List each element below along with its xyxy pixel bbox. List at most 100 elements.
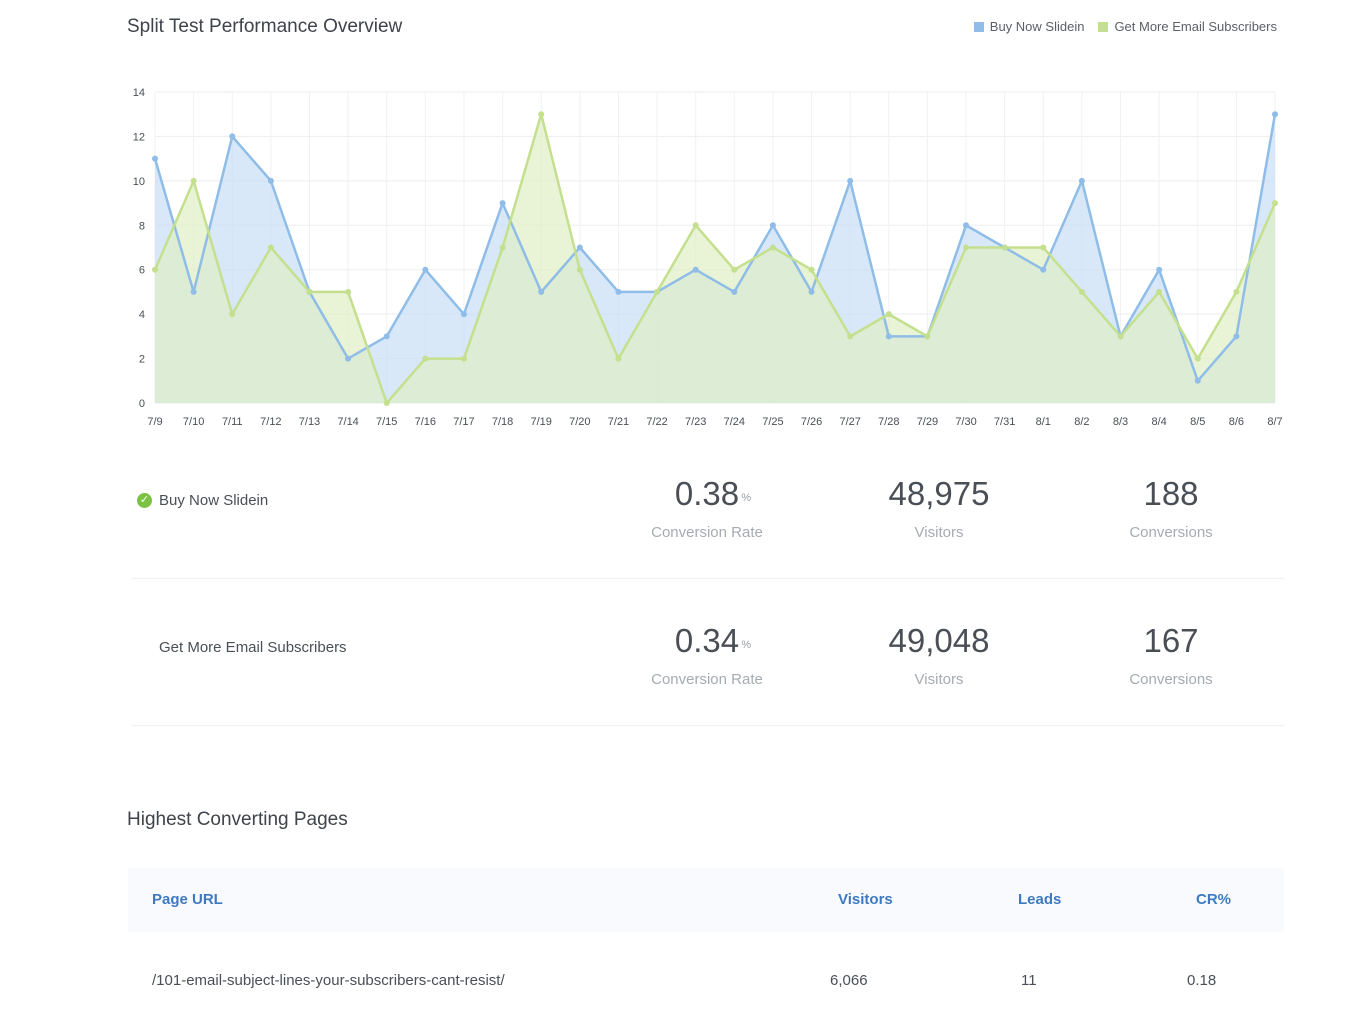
data-point-1 (615, 355, 622, 362)
x-tick-label: 7/14 (337, 416, 358, 428)
legend-label-buy-now: Buy Now Slidein (989, 19, 1085, 34)
data-point-1 (847, 333, 854, 340)
x-tick-label: 7/23 (685, 416, 706, 428)
data-point-1 (345, 288, 352, 295)
data-point-0 (885, 333, 892, 340)
x-tick-label: 7/21 (608, 416, 629, 428)
legend-swatch-buy-now (973, 21, 984, 32)
x-tick-label: 7/28 (878, 416, 899, 428)
data-point-0 (963, 222, 970, 229)
data-point-1 (460, 355, 467, 362)
check-circle-icon: ✓ (137, 493, 152, 508)
conversion-rate-metric: 0.34 % Conversion Rate (607, 621, 807, 688)
highest-converting-pages-title: Highest Converting Pages (127, 809, 348, 830)
data-point-0 (576, 244, 583, 251)
x-tick-label: 8/7 (1267, 416, 1282, 428)
data-point-0 (1272, 111, 1278, 118)
x-tick-label: 7/27 (839, 416, 860, 428)
column-header-cr[interactable]: CR% (1196, 891, 1232, 908)
data-point-1 (306, 288, 313, 295)
variant-name-label: Get More Email Subscribers (159, 639, 347, 656)
variant-row-email-subscribers: Get More Email Subscribers 0.34 % Conver… (132, 579, 1284, 726)
data-point-0 (267, 177, 274, 184)
x-tick-label: 8/1 (1036, 416, 1051, 428)
column-header-leads[interactable]: Leads (1018, 891, 1062, 908)
y-tick-label: 12 (133, 131, 145, 143)
x-tick-label: 7/31 (994, 416, 1015, 428)
x-tick-label: 7/26 (801, 416, 822, 428)
data-point-1 (1194, 355, 1201, 362)
data-point-1 (1117, 333, 1124, 340)
data-point-0 (731, 288, 738, 295)
x-tick-label: 7/9 (147, 416, 162, 428)
y-tick-label: 10 (133, 176, 145, 188)
series-line-0 (153, 114, 1277, 383)
visitors-label: Visitors (914, 524, 964, 541)
x-tick-label: 7/22 (646, 416, 667, 428)
data-point-0 (422, 266, 429, 273)
legend-item-email-subscribers[interactable]: Get More Email Subscribers (1098, 19, 1277, 34)
conversion-rate-label: Conversion Rate (651, 671, 763, 688)
data-point-0 (615, 288, 622, 295)
data-point-0 (692, 266, 699, 273)
variant-name: ✓ Buy Now Slidein (137, 492, 268, 509)
data-point-1 (190, 177, 197, 184)
visitors-value: 48,975 (888, 475, 990, 512)
data-point-1 (576, 266, 583, 273)
data-point-0 (460, 311, 467, 318)
y-tick-label: 8 (139, 220, 145, 232)
data-point-1 (692, 222, 699, 229)
column-header-page-url[interactable]: Page URL (152, 891, 223, 908)
column-header-visitors[interactable]: Visitors (838, 891, 893, 908)
data-point-1 (924, 333, 931, 340)
page-url-cell[interactable]: /101-email-subject-lines-your-subscriber… (152, 972, 505, 989)
data-point-1 (1272, 200, 1278, 207)
visitors-metric: 48,975 Visitors (839, 474, 1039, 541)
x-tick-label: 7/19 (530, 416, 551, 428)
x-tick-label: 7/13 (299, 416, 320, 428)
data-point-0 (499, 200, 506, 207)
x-tick-label: 8/3 (1113, 416, 1128, 428)
conversion-rate-number: 0.38 (674, 475, 740, 512)
data-point-0 (1233, 333, 1240, 340)
data-point-0 (229, 133, 236, 140)
x-tick-label: 7/16 (415, 416, 436, 428)
data-point-0 (1078, 177, 1085, 184)
x-tick-label: 7/10 (183, 416, 204, 428)
conversion-rate-metric: 0.38 % Conversion Rate (607, 474, 807, 541)
data-point-0 (808, 288, 815, 295)
data-point-0 (538, 288, 545, 295)
x-tick-label: 7/25 (762, 416, 783, 428)
x-tick-label: 7/18 (492, 416, 513, 428)
data-point-1 (769, 244, 776, 251)
data-point-0 (847, 177, 854, 184)
series-area-1 (155, 114, 1275, 403)
x-tick-label: 8/5 (1190, 416, 1205, 428)
data-point-1 (1233, 288, 1240, 295)
x-tick-label: 8/6 (1229, 416, 1244, 428)
data-point-1 (1156, 288, 1163, 295)
y-tick-label: 2 (139, 354, 145, 366)
data-point-1 (885, 311, 892, 318)
conversions-value: 188 (1143, 475, 1199, 512)
conversion-rate-value: 0.34 % (675, 621, 751, 661)
variant-name-label: Buy Now Slidein (159, 492, 269, 509)
visitors-label: Visitors (914, 671, 964, 688)
x-tick-label: 7/24 (724, 416, 745, 428)
conversion-rate-label: Conversion Rate (651, 524, 763, 541)
data-point-0 (1156, 266, 1163, 273)
conversions-metric: 188 Conversions (1071, 474, 1271, 541)
legend-item-buy-now[interactable]: Buy Now Slidein (973, 19, 1085, 34)
visitors-value: 49,048 (888, 622, 990, 659)
pages-table-header: Page URL Visitors Leads CR% (128, 868, 1284, 932)
data-point-1 (267, 244, 274, 251)
data-point-1 (422, 355, 429, 362)
percent-symbol: % (741, 492, 752, 504)
data-point-1 (538, 111, 545, 118)
x-tick-label: 7/11 (222, 416, 243, 428)
data-point-1 (1040, 244, 1047, 251)
y-tick-label: 4 (139, 309, 145, 321)
data-point-1 (731, 266, 738, 273)
x-tick-label: 8/4 (1151, 416, 1166, 428)
variant-name: Get More Email Subscribers (137, 639, 347, 656)
